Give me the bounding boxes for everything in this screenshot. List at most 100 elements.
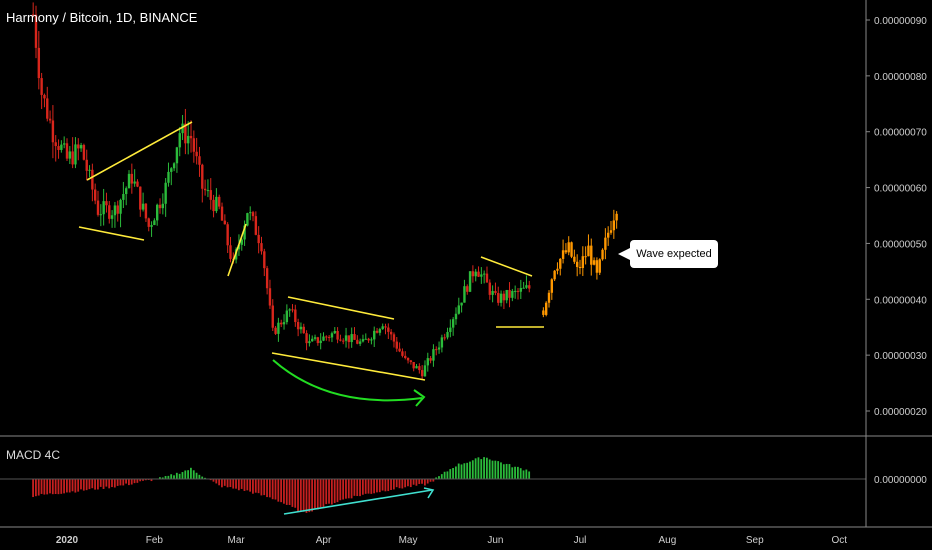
price-candle [358,341,362,344]
macd-bar [37,479,40,496]
price-candle [31,14,35,16]
macd-bar [34,479,37,497]
macd-bar [443,471,446,479]
macd-bar [384,479,387,492]
macd-bar [198,474,201,479]
macd-bar [500,462,502,479]
price-candle [466,286,469,292]
macd-bar [150,479,153,482]
macd-bar [263,479,266,496]
wave-expected-callout[interactable]: Wave expected [618,240,718,268]
macd-bar [105,479,108,487]
price-candle [322,336,325,341]
macd-bar [302,479,305,512]
price-candle [451,319,455,328]
price-candle [395,341,398,349]
macd-bar [322,479,325,507]
price-candle [246,213,249,226]
price-candle [201,164,204,189]
macd-bar [74,479,77,493]
macd-bar [130,479,133,485]
price-candle [113,205,117,216]
macd-bar [204,477,206,479]
macd-bar [297,479,299,512]
price-candle [494,290,497,294]
flag-top-line [480,256,533,277]
price-candle [249,212,252,214]
x-tick-label: Sep [746,535,764,546]
price-candle [432,349,435,361]
macd-bar [283,479,285,504]
macd-bar [181,472,184,479]
price-candle [446,332,449,338]
macd-bar [32,479,34,498]
price-candle [167,171,170,183]
price-candle [375,330,379,333]
price-candle [60,144,63,150]
macd-bar [401,479,404,489]
macd-bar [409,479,412,488]
macd-bar [128,479,130,486]
price-candle [457,305,460,314]
macd-bar [514,466,516,479]
price-candle [353,334,356,340]
price-candle [34,14,38,48]
price-candle [412,362,415,369]
macd-bar [232,479,235,489]
macd-bar [274,479,277,500]
price-candle [74,144,77,165]
y-tick-label: 0.00000060 [874,184,927,195]
macd-bar [111,479,113,488]
price-candle [280,322,283,325]
macd-bar [218,479,221,486]
price-candle [170,168,173,172]
price-candle [218,196,221,207]
macd-bar [457,463,460,479]
macd-bar [144,479,147,481]
macd-bar [342,479,345,500]
price-candle [440,337,444,348]
price-candle [449,327,452,333]
price-candle [203,188,207,191]
projection-candle [578,267,582,269]
price-candle [175,147,179,164]
x-tick-label: Jul [574,535,587,546]
price-candle [127,173,131,189]
macd-bar [525,469,528,479]
price-candle [294,309,297,323]
price-candle [342,340,345,342]
price-candle [384,326,387,328]
macd-bar [164,476,167,479]
macd-bar [350,479,353,499]
price-candle [361,339,365,342]
price-candle [474,271,477,277]
price-candle [477,271,480,277]
macd-bar [175,472,178,479]
macd-bar [223,479,226,486]
price-candle [68,151,72,159]
price-candle [406,358,410,361]
price-candle [325,336,328,338]
price-candle [437,347,441,350]
price-candle [339,339,342,341]
divergence-line [283,489,433,515]
macd-bar [328,479,330,504]
macd-bar [66,479,68,493]
channel-bottom-line [271,352,426,381]
macd-bar [325,479,328,505]
projection-candle [544,302,548,315]
price-candle [93,189,97,201]
projection-candle [559,258,562,269]
projection-candle [542,310,545,315]
price-candle [189,135,193,139]
x-tick-label: Aug [658,535,676,546]
macd-bar [469,461,471,479]
macd-bar [381,479,384,491]
impulse-line [227,223,247,277]
price-candle [364,338,367,340]
price-candle [65,143,69,159]
x-tick-label: 2020 [56,535,79,546]
price-candle [350,334,353,343]
projection-candle [570,242,573,257]
